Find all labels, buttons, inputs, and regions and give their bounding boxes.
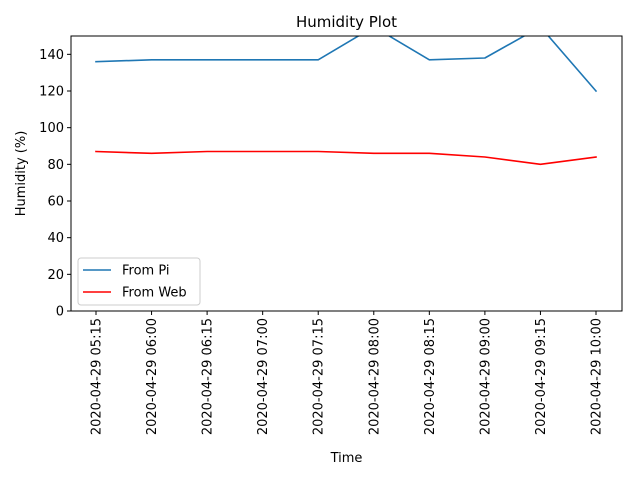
legend-label: From Web: [122, 286, 187, 301]
x-tick-label: 2020-04-29 05:15: [90, 318, 105, 435]
series-line-2: [95, 150, 597, 166]
y-tick-label: 60: [47, 195, 64, 210]
x-axis-title: Time: [330, 451, 363, 466]
x-tick-label: 2020-04-29 08:00: [367, 318, 382, 435]
x-tick-label: 2020-04-29 07:00: [256, 318, 271, 435]
y-tick-label: 120: [39, 85, 64, 100]
y-tick-label: 20: [47, 268, 64, 283]
x-tick-label: 2020-04-29 06:00: [145, 318, 160, 435]
chart-title: Humidity Plot: [296, 13, 397, 31]
x-tick-label: 2020-04-29 06:15: [201, 318, 216, 435]
plot-frame: [70, 35, 623, 312]
x-axis: 2020-04-29 05:15 2020-04-29 06:00 2020-04-…: [90, 311, 605, 435]
y-axis: 0 20 40 60 80 100 120 140: [39, 48, 71, 320]
series-layer: [95, 36, 598, 166]
x-tick-label: 2020-04-29 08:15: [423, 318, 438, 435]
x-tick-label: 2020-04-29 09:00: [478, 318, 493, 435]
series-line-1: [95, 36, 598, 93]
y-tick-label: 40: [47, 231, 64, 246]
x-tick-label: 2020-04-29 10:00: [590, 318, 605, 435]
x-tick-label: 2020-04-29 07:15: [312, 318, 327, 435]
y-tick-label: 0: [56, 305, 64, 320]
y-tick-label: 140: [39, 48, 64, 63]
legend: From Pi From Web: [77, 257, 201, 306]
y-tick-label: 100: [39, 121, 64, 136]
x-tick-label: 2020-04-29 09:15: [534, 318, 549, 435]
y-tick-label: 80: [47, 158, 64, 173]
y-axis-title: Humidity (%): [14, 131, 29, 217]
legend-label: From Pi: [122, 264, 170, 279]
